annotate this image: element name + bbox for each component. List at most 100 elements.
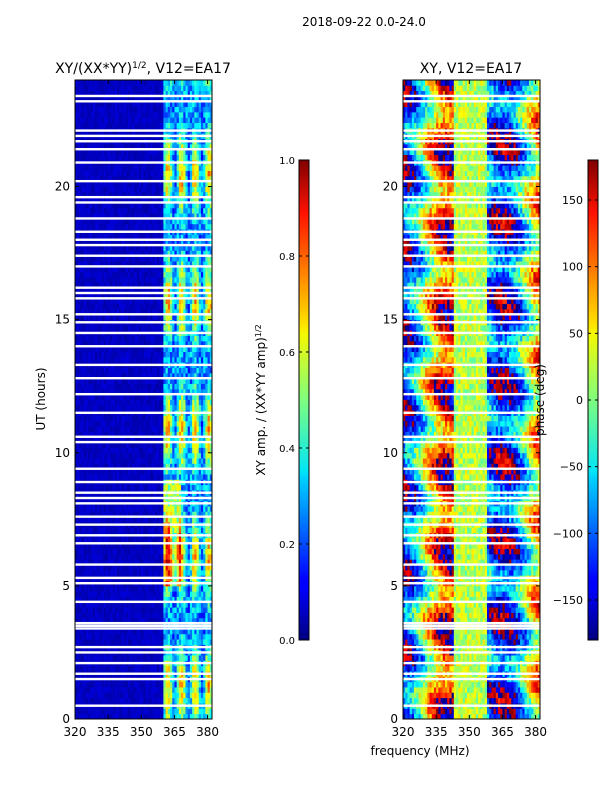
- heatmap-cell: [185, 340, 189, 347]
- heatmap-cell: [172, 367, 175, 374]
- heatmap-cell: [156, 585, 160, 592]
- heatmap-cell: [99, 601, 102, 608]
- heatmap-cell: [203, 617, 206, 624]
- heatmap-cell: [172, 633, 175, 640]
- heatmap-cell: [99, 442, 102, 448]
- heatmap-cell: [185, 681, 189, 688]
- heatmap-cell: [192, 506, 195, 512]
- heatmap-cell: [165, 543, 169, 549]
- heatmap-cell: [203, 383, 206, 390]
- heatmap-cell: [183, 458, 186, 464]
- heatmap-cell: [99, 553, 102, 560]
- heatmap-cell: [125, 378, 129, 384]
- heatmap-cell: [145, 639, 149, 645]
- heatmap-cell: [77, 697, 80, 704]
- heatmap-cell: [196, 617, 200, 624]
- heatmap-cell: [116, 388, 120, 395]
- heatmap-cell: [143, 665, 147, 672]
- heatmap-cell: [170, 591, 173, 597]
- heatmap-cell: [167, 511, 171, 518]
- heatmap-cell: [121, 543, 125, 549]
- heatmap-cell: [136, 633, 140, 640]
- heatmap-cell: [136, 447, 140, 454]
- heatmap-cell: [200, 463, 204, 470]
- heatmap-cell: [128, 639, 131, 645]
- heatmap-cell: [90, 516, 94, 523]
- heatmap-cell: [119, 383, 122, 390]
- heatmap-cell: [189, 543, 193, 549]
- heatmap-cell: [101, 596, 105, 603]
- heatmap-cell: [178, 665, 182, 672]
- heatmap-cell: [178, 420, 182, 427]
- heatmap-cell: [75, 612, 78, 619]
- heatmap-cell: [99, 516, 102, 523]
- heatmap-cell: [105, 314, 109, 321]
- heatmap-cell: [110, 612, 113, 619]
- heatmap-cell: [121, 681, 125, 688]
- heatmap-cell: [141, 548, 144, 555]
- heatmap-cell: [75, 553, 78, 560]
- heatmap-cell: [101, 346, 105, 352]
- heatmap-cell: [196, 335, 200, 342]
- heatmap-cell: [147, 308, 151, 315]
- heatmap-cell: [75, 378, 78, 384]
- heatmap-cell: [143, 633, 147, 640]
- heatmap-cell: [81, 591, 85, 597]
- heatmap-cell: [145, 346, 149, 352]
- heatmap-cell: [198, 559, 202, 565]
- heatmap-cell: [176, 431, 180, 438]
- heatmap-cell: [125, 287, 129, 294]
- heatmap-cell: [161, 692, 164, 699]
- heatmap-cell: [121, 399, 125, 406]
- heatmap-cell: [123, 697, 127, 704]
- heatmap-cell: [145, 548, 149, 555]
- heatmap-cell: [114, 681, 118, 688]
- heatmap-cell: [121, 607, 125, 613]
- heatmap-cell: [88, 484, 91, 491]
- heatmap-cell: [163, 394, 166, 400]
- heatmap-cell: [150, 639, 153, 645]
- heatmap-cell: [83, 335, 87, 342]
- heatmap-cell: [136, 687, 140, 693]
- heatmap-cell: [88, 340, 91, 347]
- heatmap-cell: [189, 628, 193, 635]
- heatmap-cell: [165, 596, 169, 603]
- heatmap-cell: [130, 431, 133, 438]
- heatmap-cell: [176, 506, 180, 512]
- heatmap-cell: [152, 543, 155, 549]
- heatmap-cell: [154, 655, 158, 661]
- heatmap-cell: [132, 420, 136, 427]
- heatmap-cell: [110, 564, 113, 571]
- heatmap-cell: [194, 516, 197, 523]
- heatmap-cell: [110, 463, 113, 470]
- heatmap-cell: [200, 607, 204, 613]
- heatmap-cell: [110, 585, 113, 592]
- heatmap-cell: [101, 569, 105, 576]
- heatmap-cell: [123, 442, 127, 448]
- heatmap-cell: [139, 569, 142, 576]
- heatmap-cell: [143, 591, 147, 597]
- heatmap-cell: [101, 564, 105, 571]
- heatmap-cell: [167, 687, 171, 693]
- heatmap-cell: [81, 601, 85, 608]
- heatmap-cell: [192, 548, 195, 555]
- heatmap-cell: [178, 388, 182, 395]
- heatmap-cell: [150, 687, 153, 693]
- heatmap-cell: [161, 372, 164, 379]
- heatmap-cell: [119, 293, 122, 299]
- heatmap-cell: [130, 506, 133, 512]
- heatmap-cell: [145, 431, 149, 438]
- heatmap-cell: [130, 628, 133, 635]
- heatmap-cell: [105, 633, 109, 640]
- heatmap-cell: [203, 415, 206, 422]
- heatmap-cell: [147, 543, 151, 549]
- heatmap-cell: [145, 708, 149, 715]
- heatmap-cell: [205, 612, 208, 619]
- heatmap-cell: [176, 404, 180, 411]
- heatmap-cell: [119, 340, 122, 347]
- heatmap-cell: [86, 564, 89, 571]
- heatmap-cell: [145, 308, 149, 315]
- heatmap-cell: [156, 442, 160, 448]
- heatmap-cell: [167, 713, 171, 720]
- heatmap-cell: [207, 420, 211, 427]
